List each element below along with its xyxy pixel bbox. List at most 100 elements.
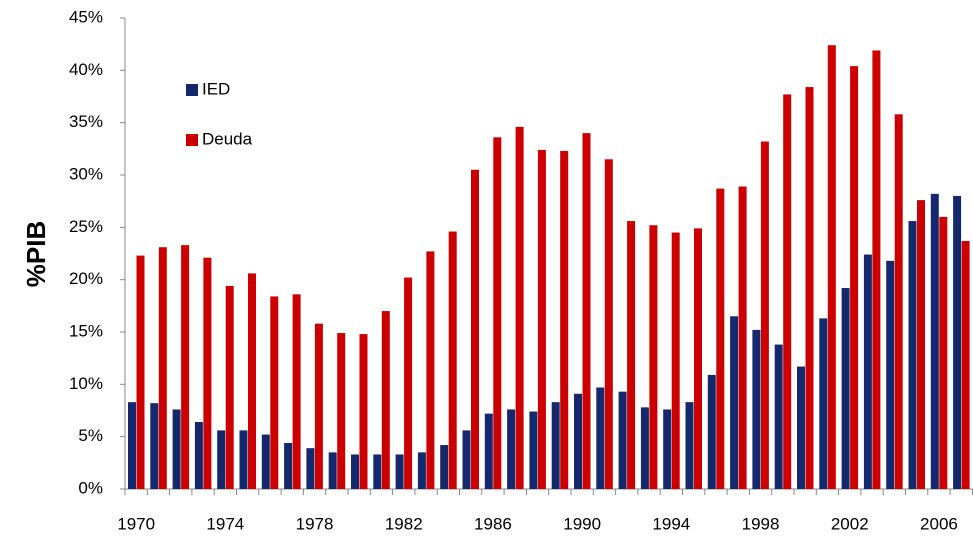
bar (685, 402, 694, 489)
bar (448, 231, 457, 489)
bar (351, 454, 359, 489)
x-tick-label: 2006 (920, 514, 958, 533)
y-tick-label: 0% (78, 478, 103, 497)
bar (136, 255, 145, 489)
bar (930, 193, 939, 489)
bar (752, 329, 761, 489)
x-tick-label: 1982 (385, 514, 423, 533)
bar (217, 430, 226, 489)
bar (730, 316, 739, 489)
bar (158, 247, 167, 489)
bar (582, 133, 591, 489)
x-tick-label: 1998 (742, 514, 780, 533)
bar (172, 409, 181, 489)
y-axis-label: %PIB (21, 221, 51, 287)
x-tick-label: 1990 (563, 514, 601, 533)
bar (359, 334, 368, 489)
bar (604, 159, 613, 490)
bar (471, 169, 479, 489)
bar (783, 94, 792, 489)
bar (863, 254, 872, 489)
bar (774, 344, 783, 489)
bar (462, 430, 471, 489)
bar (551, 402, 560, 489)
bar (426, 251, 435, 489)
bar (507, 409, 516, 489)
x-tick-label: 1974 (206, 514, 244, 533)
bar (529, 411, 538, 489)
bar (738, 186, 747, 489)
bar (640, 407, 649, 489)
bar (886, 260, 895, 489)
legend-swatch (186, 134, 198, 146)
x-tick-label: 2002 (831, 514, 869, 533)
y-tick-label: 15% (69, 321, 103, 340)
bar (493, 137, 502, 489)
bar (819, 318, 828, 489)
bar (618, 391, 627, 489)
bar (225, 285, 234, 489)
bar (797, 366, 805, 489)
bar (953, 195, 962, 489)
bar (827, 45, 836, 490)
legend-swatch (186, 84, 198, 96)
bar (805, 87, 814, 489)
x-tick-label: 1986 (474, 514, 512, 533)
bar (939, 216, 948, 489)
bar (707, 374, 716, 489)
bar (627, 221, 636, 489)
legend-label: IED (202, 79, 230, 98)
bar (760, 141, 769, 490)
bar (284, 442, 293, 489)
bar (239, 430, 248, 489)
bar (373, 454, 382, 489)
bar (292, 294, 301, 489)
bar (248, 273, 256, 489)
legend-label: Deuda (202, 129, 253, 148)
bar (181, 245, 190, 489)
y-tick-label: 5% (78, 426, 103, 445)
bar (150, 403, 159, 489)
bar (417, 452, 426, 489)
x-tick-label: 1994 (652, 514, 690, 533)
x-tick-label: 1970 (117, 514, 155, 533)
bar (574, 393, 582, 489)
bar (337, 333, 346, 489)
y-tick-label: 20% (69, 269, 103, 288)
bar (515, 126, 524, 489)
bar (850, 66, 859, 489)
y-tick-label: 35% (69, 112, 103, 131)
bar (649, 225, 658, 490)
y-tick-label: 45% (69, 7, 103, 26)
y-tick-label: 25% (69, 217, 103, 236)
bar (961, 240, 970, 489)
bar (872, 50, 881, 490)
bar (917, 200, 925, 489)
bar (716, 188, 725, 489)
y-tick-label: 10% (69, 374, 103, 393)
bar (404, 277, 413, 489)
bar (671, 232, 680, 490)
bar (381, 311, 390, 489)
bar (395, 454, 404, 489)
x-tick-label: 1978 (296, 514, 334, 533)
bar (270, 296, 279, 489)
bar (203, 257, 212, 489)
y-tick-label: 40% (69, 60, 103, 79)
y-tick-label: 30% (69, 164, 103, 183)
bar (440, 445, 449, 489)
bar (537, 149, 546, 489)
bar (194, 422, 203, 489)
bar (306, 448, 315, 489)
bar (128, 402, 136, 489)
bar (894, 114, 903, 489)
bar (484, 413, 493, 489)
bar (314, 323, 323, 489)
bar (261, 434, 270, 489)
bar (596, 387, 605, 489)
bar (841, 288, 850, 489)
bar (328, 452, 337, 489)
bar (908, 221, 917, 489)
bar (663, 409, 672, 489)
bar (560, 150, 569, 489)
